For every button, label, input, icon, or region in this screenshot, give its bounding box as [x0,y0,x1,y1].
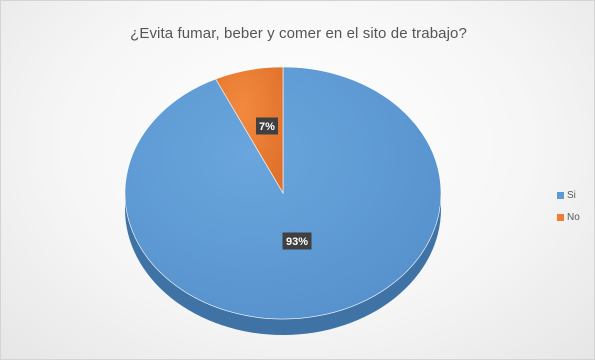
data-label-no: 7% [256,117,278,135]
data-label-text: 93% [286,236,308,248]
pie-slice-no [215,66,284,195]
legend-label-no: No [567,211,580,223]
legend-item-no: No [557,209,580,225]
legend-swatch-no [557,213,564,221]
data-label-text: 7% [259,121,275,133]
data-label-si: 93% [282,232,312,250]
legend: Si No [557,187,580,231]
chart-title: ¿Evita fumar, beber y comer en el sito d… [130,25,467,42]
legend-swatch-si [557,191,564,199]
legend-label-si: Si [567,189,576,201]
data-label-box [282,232,312,250]
legend-item-si: Si [557,187,580,203]
data-label-box [256,117,278,135]
